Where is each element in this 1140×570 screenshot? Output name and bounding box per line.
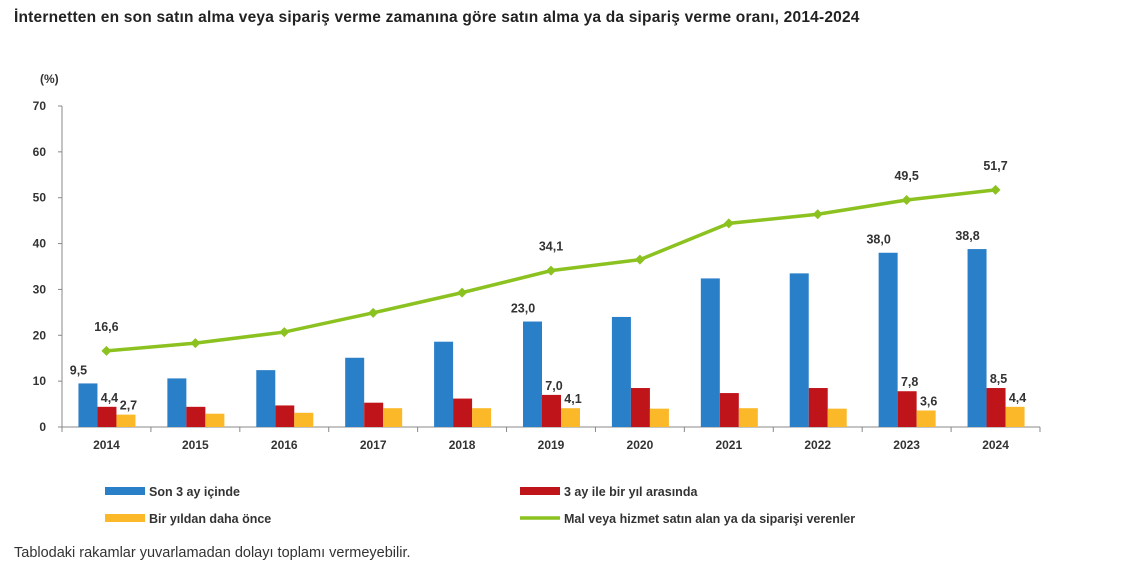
bar-1-2024 xyxy=(986,388,1006,427)
data-label: 9,5 xyxy=(70,363,87,377)
bar-0-2024 xyxy=(967,249,987,427)
line-point-2015 xyxy=(190,338,201,349)
bar-1-2021 xyxy=(719,393,739,427)
line-point-2019 xyxy=(546,265,556,276)
line-point-2020 xyxy=(634,254,645,265)
line-point-2023 xyxy=(901,195,912,206)
line-point-2016 xyxy=(279,327,290,338)
bar-2-2016 xyxy=(294,412,314,427)
data-label: 3,6 xyxy=(920,394,937,408)
x-tick-label: 2019 xyxy=(538,438,565,452)
bar-1-2018 xyxy=(453,398,473,427)
data-label: 7,0 xyxy=(545,379,562,393)
data-label: 8,5 xyxy=(990,372,1007,386)
y-tick-label: 0 xyxy=(39,420,46,434)
legend-label: 3 ay ile bir yıl arasında xyxy=(564,485,698,499)
legend-swatch xyxy=(520,487,560,495)
bar-0-2014 xyxy=(78,383,98,427)
legend-label: Mal veya hizmet satın alan ya da sipariş… xyxy=(564,512,855,526)
x-tick-label: 2020 xyxy=(627,438,654,452)
bar-1-2017 xyxy=(364,402,384,427)
bar-2-2023 xyxy=(916,410,936,427)
bar-0-2017 xyxy=(345,357,365,427)
bar-2-2015 xyxy=(205,413,225,427)
y-tick-label: 60 xyxy=(33,145,47,159)
data-label: 4,1 xyxy=(564,392,581,406)
y-tick-label: 50 xyxy=(33,191,47,205)
y-tick-label: 10 xyxy=(33,374,47,388)
y-tick-label: 20 xyxy=(33,328,47,342)
data-label: 7,8 xyxy=(901,375,918,389)
bar-1-2023 xyxy=(897,391,917,427)
bar-0-2020 xyxy=(611,316,631,427)
bar-0-2016 xyxy=(256,370,276,427)
bar-0-2018 xyxy=(434,341,454,427)
data-label: 16,6 xyxy=(94,320,118,334)
line-point-2014 xyxy=(101,345,112,356)
legend-label: Son 3 ay içinde xyxy=(149,485,240,499)
line-point-2021 xyxy=(723,218,734,229)
legend-swatch xyxy=(105,487,145,495)
footnote: Tablodaki rakamlar yuvarlamadan dolayı t… xyxy=(14,545,411,561)
data-label: 23,0 xyxy=(511,302,535,316)
legend-label: Bir yıldan daha önce xyxy=(149,512,271,526)
bar-0-2023 xyxy=(878,252,898,427)
bar-2-2020 xyxy=(649,408,669,427)
data-label: 4,4 xyxy=(1009,391,1026,405)
y-tick-label: 70 xyxy=(33,99,47,113)
line-point-2024 xyxy=(990,184,1001,195)
chart: (%) 0 10 20 30 40 50 60 70 2014 2015 2016 2017 2018 2… xyxy=(33,72,1041,526)
x-tick-label: 2018 xyxy=(449,438,476,452)
bar-0-2015 xyxy=(167,378,187,427)
y-axis-label: (%) xyxy=(40,72,59,86)
x-tick-label: 2016 xyxy=(271,438,298,452)
x-tick-label: 2022 xyxy=(804,438,831,452)
data-label: 34,1 xyxy=(539,240,563,254)
bar-2-2014 xyxy=(116,414,136,427)
x-tick-label: 2021 xyxy=(715,438,742,452)
bar-0-2021 xyxy=(700,278,720,427)
x-tick-label: 2024 xyxy=(982,438,1009,452)
bar-2-2019 xyxy=(561,408,580,427)
x-tick-label: 2017 xyxy=(360,438,387,452)
bar-2-2018 xyxy=(472,408,492,427)
bar-1-2022 xyxy=(808,388,828,427)
bar-1-2016 xyxy=(275,405,295,427)
data-label: 2,7 xyxy=(120,399,137,413)
bar-1-2020 xyxy=(630,388,650,427)
y-tick-label: 30 xyxy=(33,282,47,296)
bar-2-2024 xyxy=(1005,406,1025,427)
bar-1-2014 xyxy=(97,406,117,427)
data-label: 4,4 xyxy=(101,391,118,405)
data-label: 49,5 xyxy=(894,169,918,183)
x-tick-label: 2014 xyxy=(93,438,120,452)
line-point-2017 xyxy=(368,307,379,318)
legend-swatch xyxy=(105,514,145,522)
data-label: 38,8 xyxy=(955,229,979,243)
line-point-2022 xyxy=(812,209,823,220)
data-label: 51,7 xyxy=(983,159,1007,173)
bar-1-2019 xyxy=(542,394,561,427)
x-tick-label: 2023 xyxy=(893,438,920,452)
bar-2-2022 xyxy=(827,408,847,427)
data-label: 38,0 xyxy=(866,233,890,247)
bar-0-2019 xyxy=(523,321,542,427)
bar-2-2017 xyxy=(383,408,403,427)
x-tick-label: 2015 xyxy=(182,438,209,452)
y-tick-label: 40 xyxy=(33,237,47,251)
bar-2-2021 xyxy=(738,408,758,427)
chart-title: İnternetten en son satın alma veya sipar… xyxy=(14,9,860,26)
bar-1-2015 xyxy=(186,406,206,427)
line-point-2018 xyxy=(457,287,468,298)
bar-0-2022 xyxy=(789,273,809,427)
